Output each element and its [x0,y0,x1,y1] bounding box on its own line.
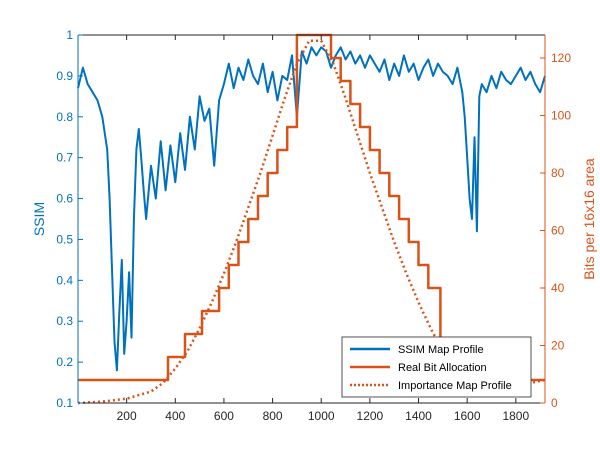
left-y-tick-label: 0.7 [56,151,73,165]
right-y-tick-label: 100 [551,109,571,123]
right-y-tick-label: 0 [551,396,558,410]
x-tick-label: 1400 [405,409,432,423]
left-y-tick-label: 1 [66,28,73,42]
x-tick-label: 400 [165,409,185,423]
x-tick-label: 1200 [357,409,384,423]
series-line-1 [77,46,546,372]
legend: SSIM Map Profile Real Bit Allocation Imp… [341,336,532,398]
right-y-tick-label: 20 [551,339,565,353]
x-tick-label: 1000 [308,409,335,423]
x-tick-label: 600 [214,409,234,423]
right-axis-label: Bits per 16x16 area [581,158,597,280]
right-y-tick-label: 80 [551,166,565,180]
left-y-tick-label: 0.8 [56,110,73,124]
x-tick-label: 200 [117,409,137,423]
x-tick-label: 1600 [454,409,481,423]
legend-label-real-bits: Real Bit Allocation [398,362,487,374]
left-y-tick-label: 0.9 [56,69,73,83]
left-y-tick-label: 0.6 [56,192,73,206]
right-y-tick-label: 120 [551,51,571,65]
left-axis-label: SSIM [31,202,47,236]
legend-label-ssim: SSIM Map Profile [398,344,484,356]
x-tick-label: 1800 [502,409,529,423]
left-y-tick-label: 0.2 [56,355,73,369]
right-y-tick-label: 40 [551,281,565,295]
left-y-tick-label: 0.1 [56,396,73,410]
left-y-tick-label: 0.3 [56,314,73,328]
legend-label-importance: Importance Map Profile [398,380,512,392]
left-y-tick-label: 0.4 [56,273,73,287]
left-y-tick-label: 0.5 [56,232,73,246]
x-tick-label: 800 [263,409,283,423]
right-y-tick-label: 60 [551,224,565,238]
